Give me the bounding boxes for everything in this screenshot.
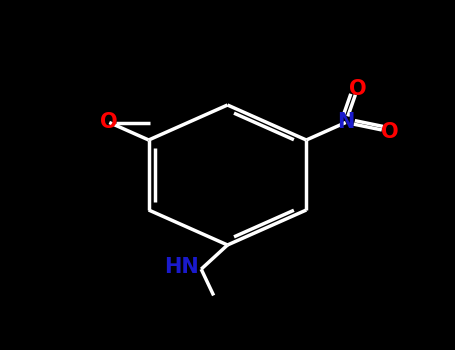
Text: O: O	[101, 112, 118, 133]
Text: O: O	[349, 79, 366, 99]
Text: HN: HN	[164, 257, 199, 278]
Text: N: N	[337, 112, 354, 133]
Text: O: O	[381, 121, 399, 141]
